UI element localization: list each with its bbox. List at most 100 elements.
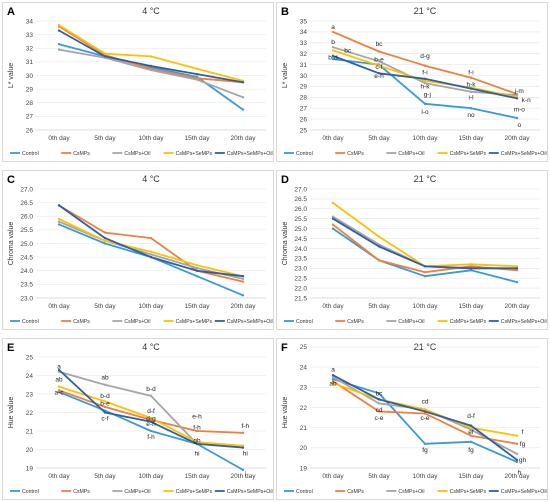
panel-c-y-tick: 24.0 <box>20 268 33 275</box>
panel-a-point-csmps-semps-oil <box>57 29 61 32</box>
panel-e-annotation: b-d <box>100 393 110 400</box>
panel-d-y-tick: 23.5 <box>294 256 307 263</box>
panel-d-y-tick: 22.0 <box>294 285 307 292</box>
panel-b-point-control <box>515 116 519 120</box>
panel-c-point-csmps-semps <box>57 217 61 221</box>
panel-b-x-tick: 0th day <box>322 135 344 142</box>
panel-b-point-csmps-semps <box>423 79 427 83</box>
panel-f-point-csmps <box>469 434 473 437</box>
panel-c-point-csmps-oil <box>149 253 153 256</box>
panel-a-legend-label-csmps-semps: CsMPs+SeMPs <box>176 151 213 157</box>
panel-c-point-csmps <box>103 231 107 234</box>
panel-a-x-tick: 5th day <box>94 135 116 142</box>
panel-c-legend-label-control: Control <box>22 319 39 325</box>
panel-c-point-csmps-semps <box>103 239 107 242</box>
panel-c-x-tick: 0th day <box>48 303 70 310</box>
panel-b-point-csmps-semps-oil <box>331 54 335 58</box>
panel-c-y-label: Chroma value <box>8 222 15 266</box>
panel-e-annotation: b-d <box>146 386 156 393</box>
panel-e-y-tick: 21 <box>26 428 34 435</box>
panel-c-y-tick: 26.0 <box>20 214 33 221</box>
panel-b-x-tick: 15th day <box>459 135 485 142</box>
panel-b-annotation: j-m <box>514 88 524 95</box>
panel-d-y-tick: 25.5 <box>294 216 307 223</box>
panel-d-frame <box>276 170 548 330</box>
panel-b-annotation: no <box>467 112 475 119</box>
panel-e-point-csmps-semps <box>241 444 245 447</box>
panel-c-point-csmps-semps <box>149 250 153 253</box>
panel-f-x-tick: 5th day <box>368 473 390 480</box>
panel-d-legend-label-control: Control <box>296 319 313 325</box>
panel-f-legend-label-csmps-semps: CsMPs+SeMPs <box>450 489 487 495</box>
panel-d-point-csmps-semps-oil <box>423 265 427 268</box>
panel-b-annotation: bc <box>344 48 352 55</box>
panel-d-x-tick: 5th day <box>368 303 390 310</box>
panel-e-y-label: Hue value <box>8 397 15 429</box>
panel-d: D 21 °C 21.5 22.0 22.5 23.0 23.5 24.0 24.5 25.0 25… <box>276 170 548 330</box>
panel-b-point-control <box>331 57 335 61</box>
panel-e-x-tick: 15th day <box>185 473 211 480</box>
panel-a-y-tick: 34 <box>26 18 34 25</box>
panel-f-point-csmps-oil <box>469 428 473 431</box>
panel-b-x-tick: 20th day <box>505 135 531 142</box>
panel-f-annotation: h <box>517 469 521 476</box>
panel-a-point-csmps-semps-oil <box>195 72 199 76</box>
panel-f-x-tick: 0th day <box>322 473 344 480</box>
panel-e-point-csmps <box>241 431 245 435</box>
panel-c-point-csmps-semps <box>195 264 199 267</box>
panel-d-point-csmps-semps-oil <box>331 217 335 220</box>
panel-b-legend-label-csmps: CsMPs <box>347 151 364 157</box>
panel-b-y-tick: 34 <box>300 29 308 36</box>
panel-a-legend-label-csmps: CsMPs <box>73 151 90 157</box>
panel-f-point-csmps-oil <box>515 452 519 456</box>
panel-a-point-csmps-oil <box>57 48 61 51</box>
panel-b-annotation: c-f <box>375 64 382 71</box>
panel-b-y-tick: 33 <box>300 40 308 47</box>
panel-f-point-control <box>469 440 473 443</box>
panel-b-y-tick: 32 <box>300 51 308 58</box>
panel-b-point-csmps-oil <box>423 81 427 85</box>
panel-b-legend-label-csmps-semps-oil: CsMPs+SeMPs+Oil <box>501 151 547 157</box>
panel-b-point-csmps-semps-oil <box>423 77 427 80</box>
panel-f-y-tick: 25 <box>300 344 308 351</box>
panel-c-y-tick: 23.5 <box>20 282 33 289</box>
panel-c-title: 4 °C <box>142 174 160 184</box>
panel-c-legend-label-csmps-semps-oil: CsMPs+SeMPs+Oil <box>227 319 273 325</box>
panel-f-point-csmps <box>377 410 381 413</box>
panel-e-x-tick: 5th day <box>94 473 116 480</box>
panel-b-annotation: h-k <box>466 82 476 89</box>
panel-d-letter: D <box>281 174 289 186</box>
panel-f-legend-label-control: Control <box>296 489 313 495</box>
panel-e-letter: E <box>7 342 14 354</box>
panel-f-point-csmps-semps <box>515 434 519 437</box>
panel-d-y-tick: 26.5 <box>294 196 307 203</box>
panel-b-point-csmps <box>331 30 335 34</box>
panel-e-legend-label-csmps-semps: CsMPs+SeMPs <box>176 489 213 495</box>
panel-e-point-csmps-semps-oil <box>149 420 153 423</box>
panel-a-point-csmps-semps <box>103 52 107 55</box>
panel-e: E 4 °C 19 20 21 22 23 24 25 Hue value 0th day 5th d… <box>2 338 274 500</box>
panel-f-annotation: f <box>522 429 524 436</box>
panel-e-annotation: hi <box>243 451 248 458</box>
panel-b-annotation: g-j <box>424 91 431 98</box>
panel-a-legend-label-csmps-semps-oil: CsMPs+SeMPs+Oil <box>227 151 273 157</box>
panel-b-y-tick: 27 <box>300 106 308 113</box>
panel-e-point-control <box>57 390 61 394</box>
panel-a-x-tick: 0th day <box>48 135 70 142</box>
panel-e-point-csmps-semps <box>149 416 153 420</box>
panel-e-y-tick: 25 <box>26 354 34 361</box>
panel-b-annotation: b-e <box>374 56 384 63</box>
panel-e-annotation: i <box>245 471 246 478</box>
panel-f-x-tick: 10th day <box>413 473 439 480</box>
panel-e-x-tick: 0th day <box>48 473 70 480</box>
panel-b-point-csmps-semps <box>377 64 381 67</box>
panel-f-point-csmps-semps-oil <box>331 373 335 377</box>
panel-f-point-csmps-semps-oil <box>515 458 519 462</box>
panel-f-y-tick: 22 <box>300 405 308 412</box>
panel-c-point-csmps <box>241 280 245 283</box>
panel-b-y-tick: 35 <box>300 18 308 25</box>
panel-b: B 21 °C 25 26 27 28 29 30 31 32 33 34 35 L* value 0th … <box>276 2 548 162</box>
panel-a-point-csmps-semps <box>149 55 153 58</box>
panel-e-annotation: f-h <box>242 423 250 430</box>
panel-b-legend-label-csmps-semps: CsMPs+SeMPs <box>450 151 487 157</box>
